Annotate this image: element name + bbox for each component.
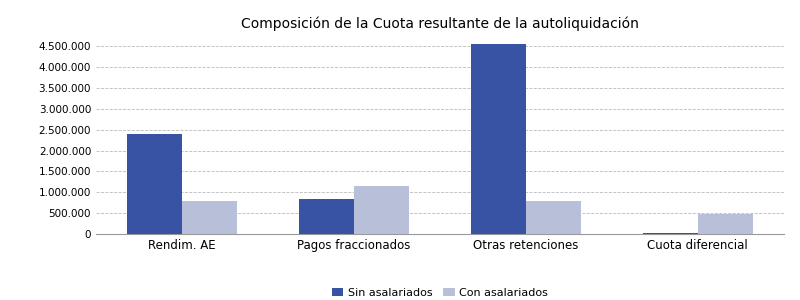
Bar [526,202,581,234]
Bar [182,201,238,234]
Bar [299,199,354,234]
Bar [698,214,753,234]
Legend: Sin asalariados, Con asalariados: Sin asalariados, Con asalariados [328,283,552,300]
Bar [471,44,526,234]
Bar [354,186,409,234]
Bar [127,134,182,234]
Title: Composición de la Cuota resultante de la autoliquidación: Composición de la Cuota resultante de la… [241,16,639,31]
Bar [642,233,698,234]
